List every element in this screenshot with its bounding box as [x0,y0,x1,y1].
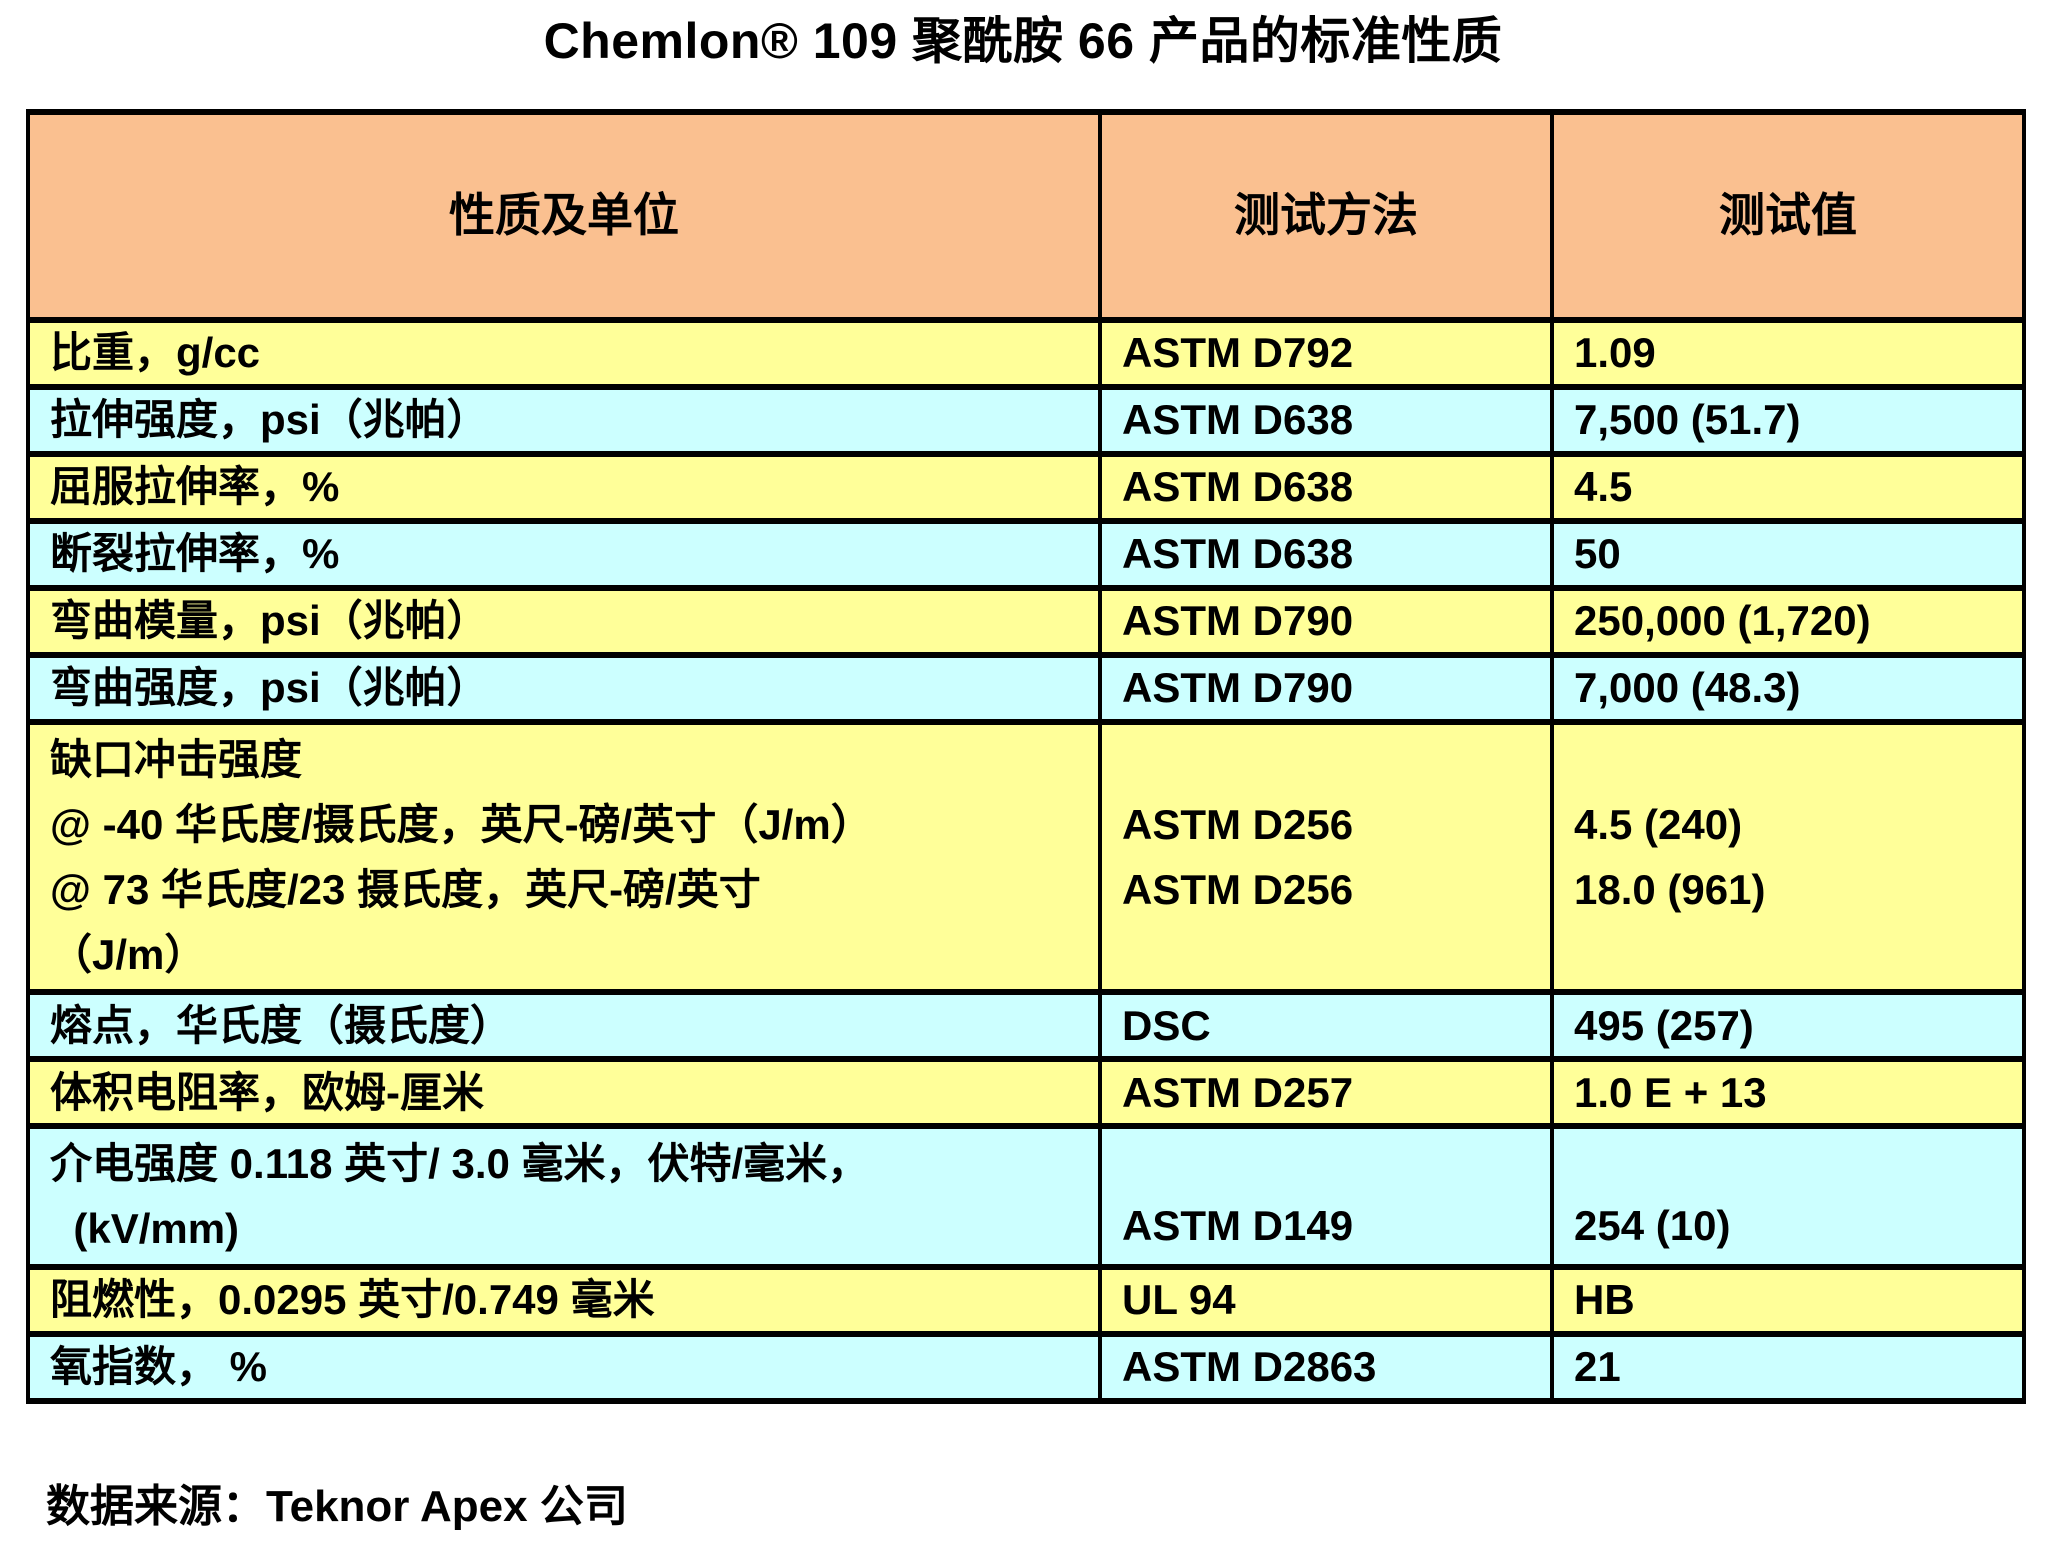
value-cell: 254 (10) [1550,1123,2026,1270]
table-body: 比重，g/cc ASTM D792 1.09 拉伸强度，psi（兆帕） ASTM… [26,317,2026,1404]
method-cell: ASTM D257 [1098,1056,1554,1130]
property-cell: 比重，g/cc [26,317,1102,390]
table-row: 屈服拉伸率，% ASTM D638 4.5 [26,451,2026,524]
column-header-method: 测试方法 [1098,109,1554,323]
value-cell: 21 [1550,1330,2026,1404]
method-cell: DSC [1098,989,1554,1063]
method-cell: ASTM D792 [1098,317,1554,390]
property-cell: 体积电阻率，欧姆-厘米 [26,1056,1102,1130]
table-row: 比重，g/cc ASTM D792 1.09 [26,317,2026,390]
table-row: 阻燃性，0.0295 英寸/0.749 毫米 UL 94 HB [26,1263,2026,1337]
header-row: 性质及单位 测试方法 测试值 [26,109,2026,323]
value-cell: 7,000 (48.3) [1550,652,2026,725]
property-cell: 弯曲模量，psi（兆帕） [26,585,1102,658]
data-source: 数据来源：Teknor Apex 公司 [46,1481,628,1531]
value-cell: 1.0 E + 13 [1550,1056,2026,1130]
method-cell: ASTM D638 [1098,518,1554,591]
column-header-property: 性质及单位 [26,109,1102,323]
table-row: 拉伸强度，psi（兆帕） ASTM D638 7,500 (51.7) [26,384,2026,457]
property-cell: 拉伸强度，psi（兆帕） [26,384,1102,457]
property-cell: 熔点，华氏度（摄氏度） [26,989,1102,1063]
method-cell: ASTM D638 [1098,384,1554,457]
method-cell: ASTM D149 [1098,1123,1554,1270]
table-header: 性质及单位 测试方法 测试值 [26,109,2026,323]
value-cell: 1.09 [1550,317,2026,390]
method-cell: ASTM D2863 [1098,1330,1554,1404]
value-cell: HB [1550,1263,2026,1337]
property-cell: 屈服拉伸率，% [26,451,1102,524]
method-cell: ASTM D790 [1098,585,1554,658]
value-cell: 4.5 [1550,451,2026,524]
property-cell: 氧指数， % [26,1330,1102,1404]
property-cell: 介电强度 0.118 英寸/ 3.0 毫米，伏特/毫米， (kV/mm) [26,1123,1102,1270]
table-row: 弯曲强度，psi（兆帕） ASTM D790 7,000 (48.3) [26,652,2026,725]
value-cell: 250,000 (1,720) [1550,585,2026,658]
method-cell: ASTM D256 ASTM D256 [1098,718,1554,996]
table-row: 缺口冲击强度 @ -40 华氏度/摄氏度，英尺-磅/英寸（J/m） @ 73 华… [26,718,2026,996]
table-row: 弯曲模量，psi（兆帕） ASTM D790 250,000 (1,720) [26,585,2026,658]
table-row: 熔点，华氏度（摄氏度） DSC 495 (257) [26,989,2026,1063]
method-cell: ASTM D790 [1098,652,1554,725]
page-title: Chemlon® 109 聚酰胺 66 产品的标准性质 [543,13,1503,69]
table-row: 体积电阻率，欧姆-厘米 ASTM D257 1.0 E + 13 [26,1056,2026,1130]
property-cell: 断裂拉伸率，% [26,518,1102,591]
value-cell: 4.5 (240) 18.0 (961) [1550,718,2026,996]
property-cell: 缺口冲击强度 @ -40 华氏度/摄氏度，英尺-磅/英寸（J/m） @ 73 华… [26,718,1102,996]
property-cell: 弯曲强度，psi（兆帕） [26,652,1102,725]
method-cell: UL 94 [1098,1263,1554,1337]
column-header-value: 测试值 [1550,109,2026,323]
table-row: 断裂拉伸率，% ASTM D638 50 [26,518,2026,591]
property-cell: 阻燃性，0.0295 英寸/0.749 毫米 [26,1263,1102,1337]
properties-table: 性质及单位 测试方法 测试值 比重，g/cc ASTM D792 1.09 拉伸… [26,109,2026,1404]
table-row: 介电强度 0.118 英寸/ 3.0 毫米，伏特/毫米， (kV/mm) AST… [26,1123,2026,1270]
value-cell: 495 (257) [1550,989,2026,1063]
method-cell: ASTM D638 [1098,451,1554,524]
table-row: 氧指数， % ASTM D2863 21 [26,1330,2026,1404]
value-cell: 7,500 (51.7) [1550,384,2026,457]
value-cell: 50 [1550,518,2026,591]
